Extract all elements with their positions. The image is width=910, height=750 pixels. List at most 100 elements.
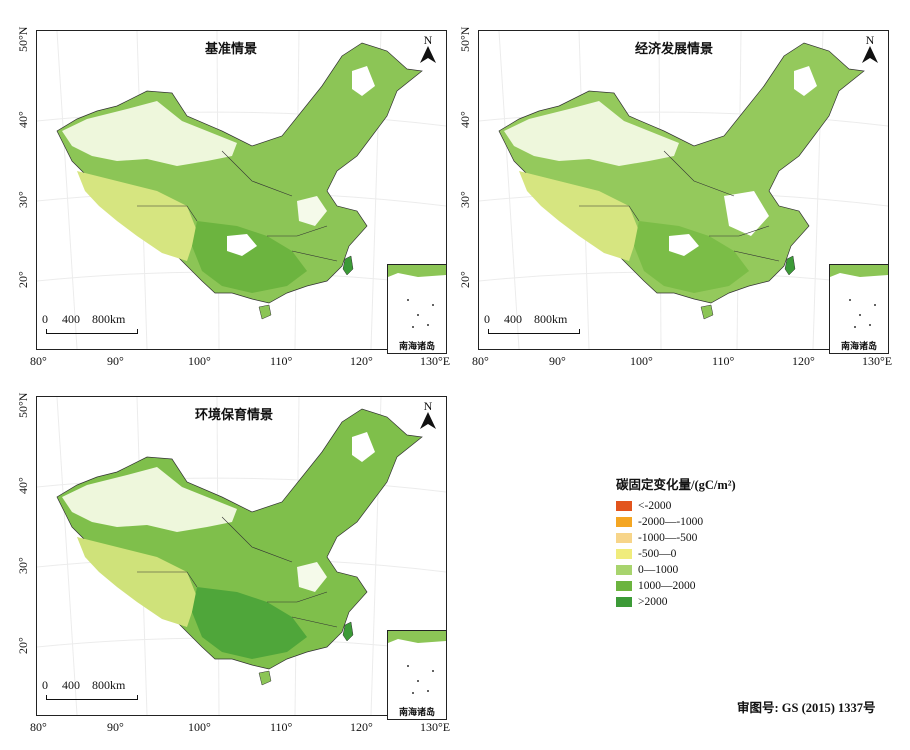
inset-map <box>388 631 446 694</box>
white-patch <box>297 562 327 592</box>
scale-bar: 0 400 800km <box>42 312 142 336</box>
scale-bar-line <box>46 695 138 700</box>
china-map <box>37 397 446 715</box>
southwest-region <box>192 221 307 293</box>
legend-label: -1000—-500 <box>638 532 698 544</box>
north-label: N <box>423 33 433 47</box>
north-arrow-icon <box>420 412 436 429</box>
scale-label: 0 <box>42 312 48 326</box>
legend-swatch <box>616 565 632 575</box>
province-boundaries <box>579 150 780 262</box>
y-tick: 30° <box>16 557 30 574</box>
x-tick: 130°E <box>420 354 451 368</box>
y-tick: 50°N <box>16 392 30 418</box>
north-arrow-icon <box>862 46 878 63</box>
x-tick: 80° <box>30 720 47 734</box>
north-label: N <box>865 33 875 47</box>
north-arrow: N <box>418 34 438 69</box>
legend-label: 1000—2000 <box>638 580 696 592</box>
province-boundaries <box>137 516 338 628</box>
legend-swatch <box>616 501 632 511</box>
map-approval-number: 审图号: GS (2015) 1337号 <box>737 701 876 715</box>
taiwan-island <box>784 255 796 276</box>
legend-swatch <box>616 597 632 607</box>
legend-label: -2000—-1000 <box>638 516 704 528</box>
scale-bar: 0 400 800km <box>42 678 142 702</box>
y-tick: 30° <box>458 191 472 208</box>
y-tick: 20° <box>16 271 30 288</box>
legend-label: -500—0 <box>638 548 677 560</box>
hainan-island <box>258 670 272 686</box>
hainan-island <box>258 304 272 320</box>
scale-label: 400 <box>504 312 522 326</box>
x-tick: 120° <box>350 720 373 734</box>
legend-item: 0—1000 <box>616 562 736 578</box>
x-tick: 100° <box>188 720 211 734</box>
x-tick: 90° <box>107 720 124 734</box>
inset-map <box>388 265 446 328</box>
scale-label: 0 <box>42 678 48 692</box>
tibet-plateau <box>519 171 639 261</box>
scale-bar-line <box>488 329 580 334</box>
arid-region <box>62 101 237 166</box>
inset-map <box>830 265 888 328</box>
scale-label: 0 <box>484 312 490 326</box>
scale-label: 800km <box>534 312 568 326</box>
arid-region <box>504 101 679 166</box>
legend-item: -1000—-500 <box>616 530 736 546</box>
scale-label: 800km <box>92 678 126 692</box>
white-patch <box>669 234 699 256</box>
x-tick: 120° <box>350 354 373 368</box>
legend-swatch <box>616 533 632 543</box>
scale-bar-line <box>46 329 138 334</box>
white-patch <box>794 66 817 96</box>
taiwan-island <box>342 621 354 642</box>
legend-title: 碳固定变化量/(gC/m²) <box>616 478 736 492</box>
x-tick: 130°E <box>420 720 451 734</box>
legend-label: <-2000 <box>638 500 672 512</box>
white-patch <box>227 234 257 256</box>
china-map <box>479 31 888 349</box>
legend-item: >2000 <box>616 594 736 610</box>
panel-title: 经济发展情景 <box>635 41 714 56</box>
legend-label: 0—1000 <box>638 564 679 576</box>
x-tick: 110° <box>270 354 293 368</box>
y-tick: 50°N <box>16 26 30 52</box>
south-china-sea-inset: 南海诸岛 <box>387 630 447 720</box>
china-map <box>37 31 446 349</box>
x-tick: 80° <box>472 354 489 368</box>
south-china-sea-inset: 南海诸岛 <box>387 264 447 354</box>
north-arrow: N <box>860 34 880 69</box>
x-tick: 120° <box>792 354 815 368</box>
hainan-island <box>700 304 714 320</box>
legend-item: -500—0 <box>616 546 736 562</box>
north-arrow-icon <box>420 46 436 63</box>
y-tick: 40° <box>16 477 30 494</box>
legend-label: >2000 <box>638 596 668 608</box>
southwest-region <box>192 587 307 659</box>
y-tick: 20° <box>458 271 472 288</box>
x-tick: 100° <box>630 354 653 368</box>
map-frame <box>36 396 447 716</box>
scale-bar: 0 400 800km <box>484 312 584 336</box>
taiwan-island <box>342 255 354 276</box>
legend-item: -2000—-1000 <box>616 514 736 530</box>
panel-title: 环境保育情景 <box>195 407 274 422</box>
south-china-sea-inset: 南海诸岛 <box>829 264 889 354</box>
legend-swatch <box>616 517 632 527</box>
y-tick: 20° <box>16 637 30 654</box>
map-frame <box>36 30 447 350</box>
legend-item: <-2000 <box>616 498 736 514</box>
map-frame <box>478 30 889 350</box>
white-patch <box>724 191 769 236</box>
inset-label: 南海诸岛 <box>398 341 435 351</box>
arid-region <box>62 467 237 532</box>
inset-label: 南海诸岛 <box>840 341 877 351</box>
panel-title: 基准情景 <box>205 41 258 56</box>
scale-label: 400 <box>62 678 80 692</box>
x-tick: 90° <box>549 354 566 368</box>
white-patch <box>352 432 375 462</box>
x-tick: 130°E <box>862 354 893 368</box>
x-tick: 110° <box>270 720 293 734</box>
y-tick: 40° <box>16 111 30 128</box>
